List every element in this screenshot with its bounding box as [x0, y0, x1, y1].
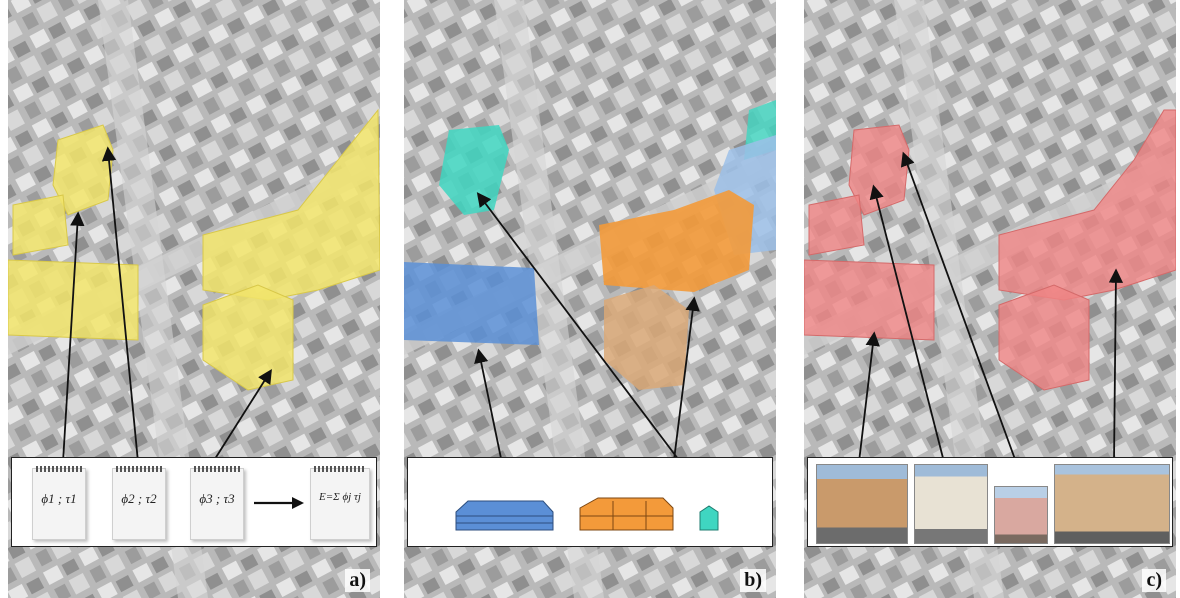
cyan-small-icon [699, 505, 719, 531]
glyph-legend [407, 457, 773, 547]
arrow-2 [101, 146, 139, 463]
arrow-cyan [476, 192, 710, 501]
panel-b: b) [404, 0, 776, 598]
building-photo-1 [816, 464, 908, 544]
arrow-photo-1 [858, 331, 880, 463]
highlighted-building-blue [404, 262, 539, 345]
panel-label-c: c) [1142, 569, 1166, 592]
highlighted-building [8, 108, 380, 391]
building-photo-3 [994, 486, 1048, 544]
photo-legend [807, 457, 1173, 547]
arrow-photo-4 [1108, 268, 1124, 463]
notepad-legend: ϕ1 ; τ1 ϕ2 ; τ2 ϕ3 ; τ3 E=Σ ϕj τj [11, 457, 377, 547]
panel-label-a: a) [345, 569, 370, 592]
highlighted-building-tan [604, 285, 689, 390]
notepad-2: ϕ2 ; τ2 [112, 466, 166, 540]
arrow-1 [62, 211, 85, 463]
building-glyphs [455, 497, 719, 531]
building-photo-2 [914, 464, 988, 544]
highlighted-building-orange [599, 190, 754, 292]
notepad-1: ϕ1 ; τ1 [32, 466, 86, 540]
blue-block-icon [455, 500, 554, 531]
panel-label-b: b) [740, 569, 766, 592]
arrow-photo-2 [869, 184, 945, 463]
highlighted-building [804, 109, 1176, 391]
orange-wing-icon [579, 497, 674, 531]
arrow-3 [212, 368, 272, 463]
notepad-total: E=Σ ϕj τj [310, 466, 370, 540]
panel-c: c) [804, 0, 1176, 598]
arrow-photo-3 [900, 151, 1017, 463]
notepad-3: ϕ3 ; τ3 [190, 466, 244, 540]
building-photo-4 [1054, 464, 1170, 544]
panel-a: ϕ1 ; τ1 ϕ2 ; τ2 ϕ3 ; τ3 E=Σ ϕj τj a) [8, 0, 380, 598]
right-arrow-icon [254, 497, 304, 509]
